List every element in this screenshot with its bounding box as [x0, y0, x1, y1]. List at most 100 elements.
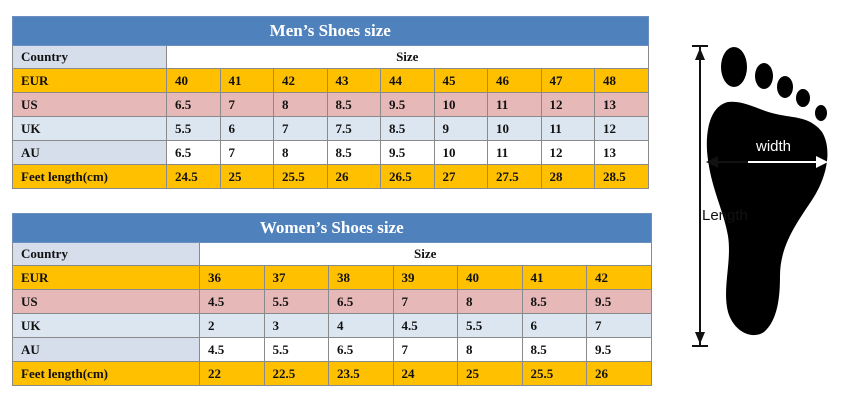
size-cell: 7	[392, 337, 458, 362]
mens-table-title: Men’s Shoes size	[12, 16, 649, 46]
size-cell: 25	[457, 361, 523, 386]
length-arrow-icon	[692, 45, 708, 347]
womens-country-header: Country	[12, 242, 200, 266]
toe-2-icon	[755, 63, 773, 89]
row-label: US	[12, 92, 167, 117]
size-cell: 12	[540, 140, 595, 165]
size-cell: 10	[433, 140, 488, 165]
row-label: EUR	[12, 68, 167, 93]
row-label: US	[12, 289, 200, 314]
size-cell: 26.5	[380, 164, 435, 189]
size-row-us: US 6.5 7 8 8.5 9.5 10 11 12 13	[12, 92, 649, 117]
size-cell: 9.5	[586, 289, 652, 314]
size-cell: 24	[392, 361, 458, 386]
size-cell: 26	[586, 361, 652, 386]
size-cell: 4.5	[199, 289, 265, 314]
size-cell: 11	[487, 92, 542, 117]
foot-measurement-diagram: width Length	[692, 45, 828, 347]
size-cell: 7.5	[326, 116, 381, 141]
size-cell: 6	[219, 116, 274, 141]
size-cell: 39	[392, 265, 458, 290]
size-cell: 4.5	[392, 313, 458, 338]
mens-size-header: Size	[166, 45, 649, 69]
size-cell: 9	[433, 116, 488, 141]
row-label: EUR	[12, 265, 200, 290]
size-cell: 40	[166, 68, 221, 93]
size-row-us: US 4.5 5.5 6.5 7 8 8.5 9.5	[12, 289, 652, 314]
foot-sole-icon	[706, 101, 828, 336]
toe-4-icon	[796, 89, 810, 107]
size-cell: 27	[433, 164, 488, 189]
size-cell: 4.5	[199, 337, 265, 362]
size-cell: 4	[328, 313, 394, 338]
size-cell: 37	[263, 265, 329, 290]
big-toe-icon	[721, 47, 747, 87]
row-label: AU	[12, 337, 200, 362]
mens-country-header: Country	[12, 45, 167, 69]
size-cell: 8.5	[326, 140, 381, 165]
size-cell: 26	[326, 164, 381, 189]
mens-size-table-body: Men’s Shoes size Country Size EUR 40 41 42 4…	[12, 16, 649, 189]
size-row-eur: EUR 40 41 42 43 44 45 46 47 48	[12, 68, 649, 93]
row-label: AU	[12, 140, 167, 165]
row-label: UK	[12, 313, 200, 338]
size-cell: 23.5	[328, 361, 394, 386]
size-cell: 8	[457, 289, 523, 314]
toe-3-icon	[777, 76, 793, 98]
size-cell: 3	[263, 313, 329, 338]
size-cell: 22.5	[263, 361, 329, 386]
size-cell: 10	[433, 92, 488, 117]
size-cell: 9.5	[380, 140, 435, 165]
womens-table-title: Women’s Shoes size	[12, 213, 652, 243]
womens-size-header: Size	[199, 242, 652, 266]
size-cell: 47	[540, 68, 595, 93]
size-cell: 25.5	[273, 164, 328, 189]
size-cell: 44	[380, 68, 435, 93]
size-cell: 9.5	[586, 337, 652, 362]
size-cell: 8	[457, 337, 523, 362]
size-cell: 8.5	[380, 116, 435, 141]
size-cell: 7	[219, 92, 274, 117]
size-cell: 8	[273, 140, 328, 165]
size-cell: 7	[392, 289, 458, 314]
size-cell: 42	[586, 265, 652, 290]
size-cell: 11	[487, 140, 542, 165]
size-row-uk: UK 5.5 6 7 7.5 8.5 9 10 11 12	[12, 116, 649, 141]
size-cell: 40	[457, 265, 523, 290]
size-cell: 25	[219, 164, 274, 189]
size-cell: 10	[487, 116, 542, 141]
width-label: width	[755, 138, 791, 155]
size-cell: 5.5	[166, 116, 221, 141]
size-cell: 27.5	[487, 164, 542, 189]
womens-size-table: Women’s Shoes size Country Size EUR 36 37 3…	[12, 213, 652, 386]
size-cell: 5.5	[263, 289, 329, 314]
size-row-au: AU 4.5 5.5 6.5 7 8 8.5 9.5	[12, 337, 652, 362]
size-cell: 48	[594, 68, 649, 93]
size-cell: 25.5	[521, 361, 587, 386]
size-cell: 28.5	[594, 164, 649, 189]
size-cell: 41	[219, 68, 274, 93]
size-cell: 12	[594, 116, 649, 141]
womens-size-table-body: Women’s Shoes size Country Size EUR 36 37 3…	[12, 213, 652, 386]
size-cell: 43	[326, 68, 381, 93]
row-label: Feet length(cm)	[12, 164, 167, 189]
size-cell: 8.5	[521, 289, 587, 314]
size-cell: 36	[199, 265, 265, 290]
size-cell: 9.5	[380, 92, 435, 117]
size-cell: 6.5	[166, 92, 221, 117]
size-cell: 38	[328, 265, 394, 290]
row-label: UK	[12, 116, 167, 141]
size-cell: 24.5	[166, 164, 221, 189]
length-label: Length	[702, 207, 748, 224]
size-cell: 6.5	[328, 337, 394, 362]
size-cell: 8.5	[521, 337, 587, 362]
size-cell: 2	[199, 313, 265, 338]
size-cell: 42	[273, 68, 328, 93]
size-row-eur: EUR 36 37 38 39 40 41 42	[12, 265, 652, 290]
size-cell: 6.5	[166, 140, 221, 165]
mens-size-table: Men’s Shoes size Country Size EUR 40 41 42 4…	[12, 16, 649, 189]
size-cell: 12	[540, 92, 595, 117]
width-arrow-icon	[706, 156, 828, 168]
row-label: Feet length(cm)	[12, 361, 200, 386]
size-row-feet: Feet length(cm) 22 22.5 23.5 24 25 25.5 26	[12, 361, 652, 386]
